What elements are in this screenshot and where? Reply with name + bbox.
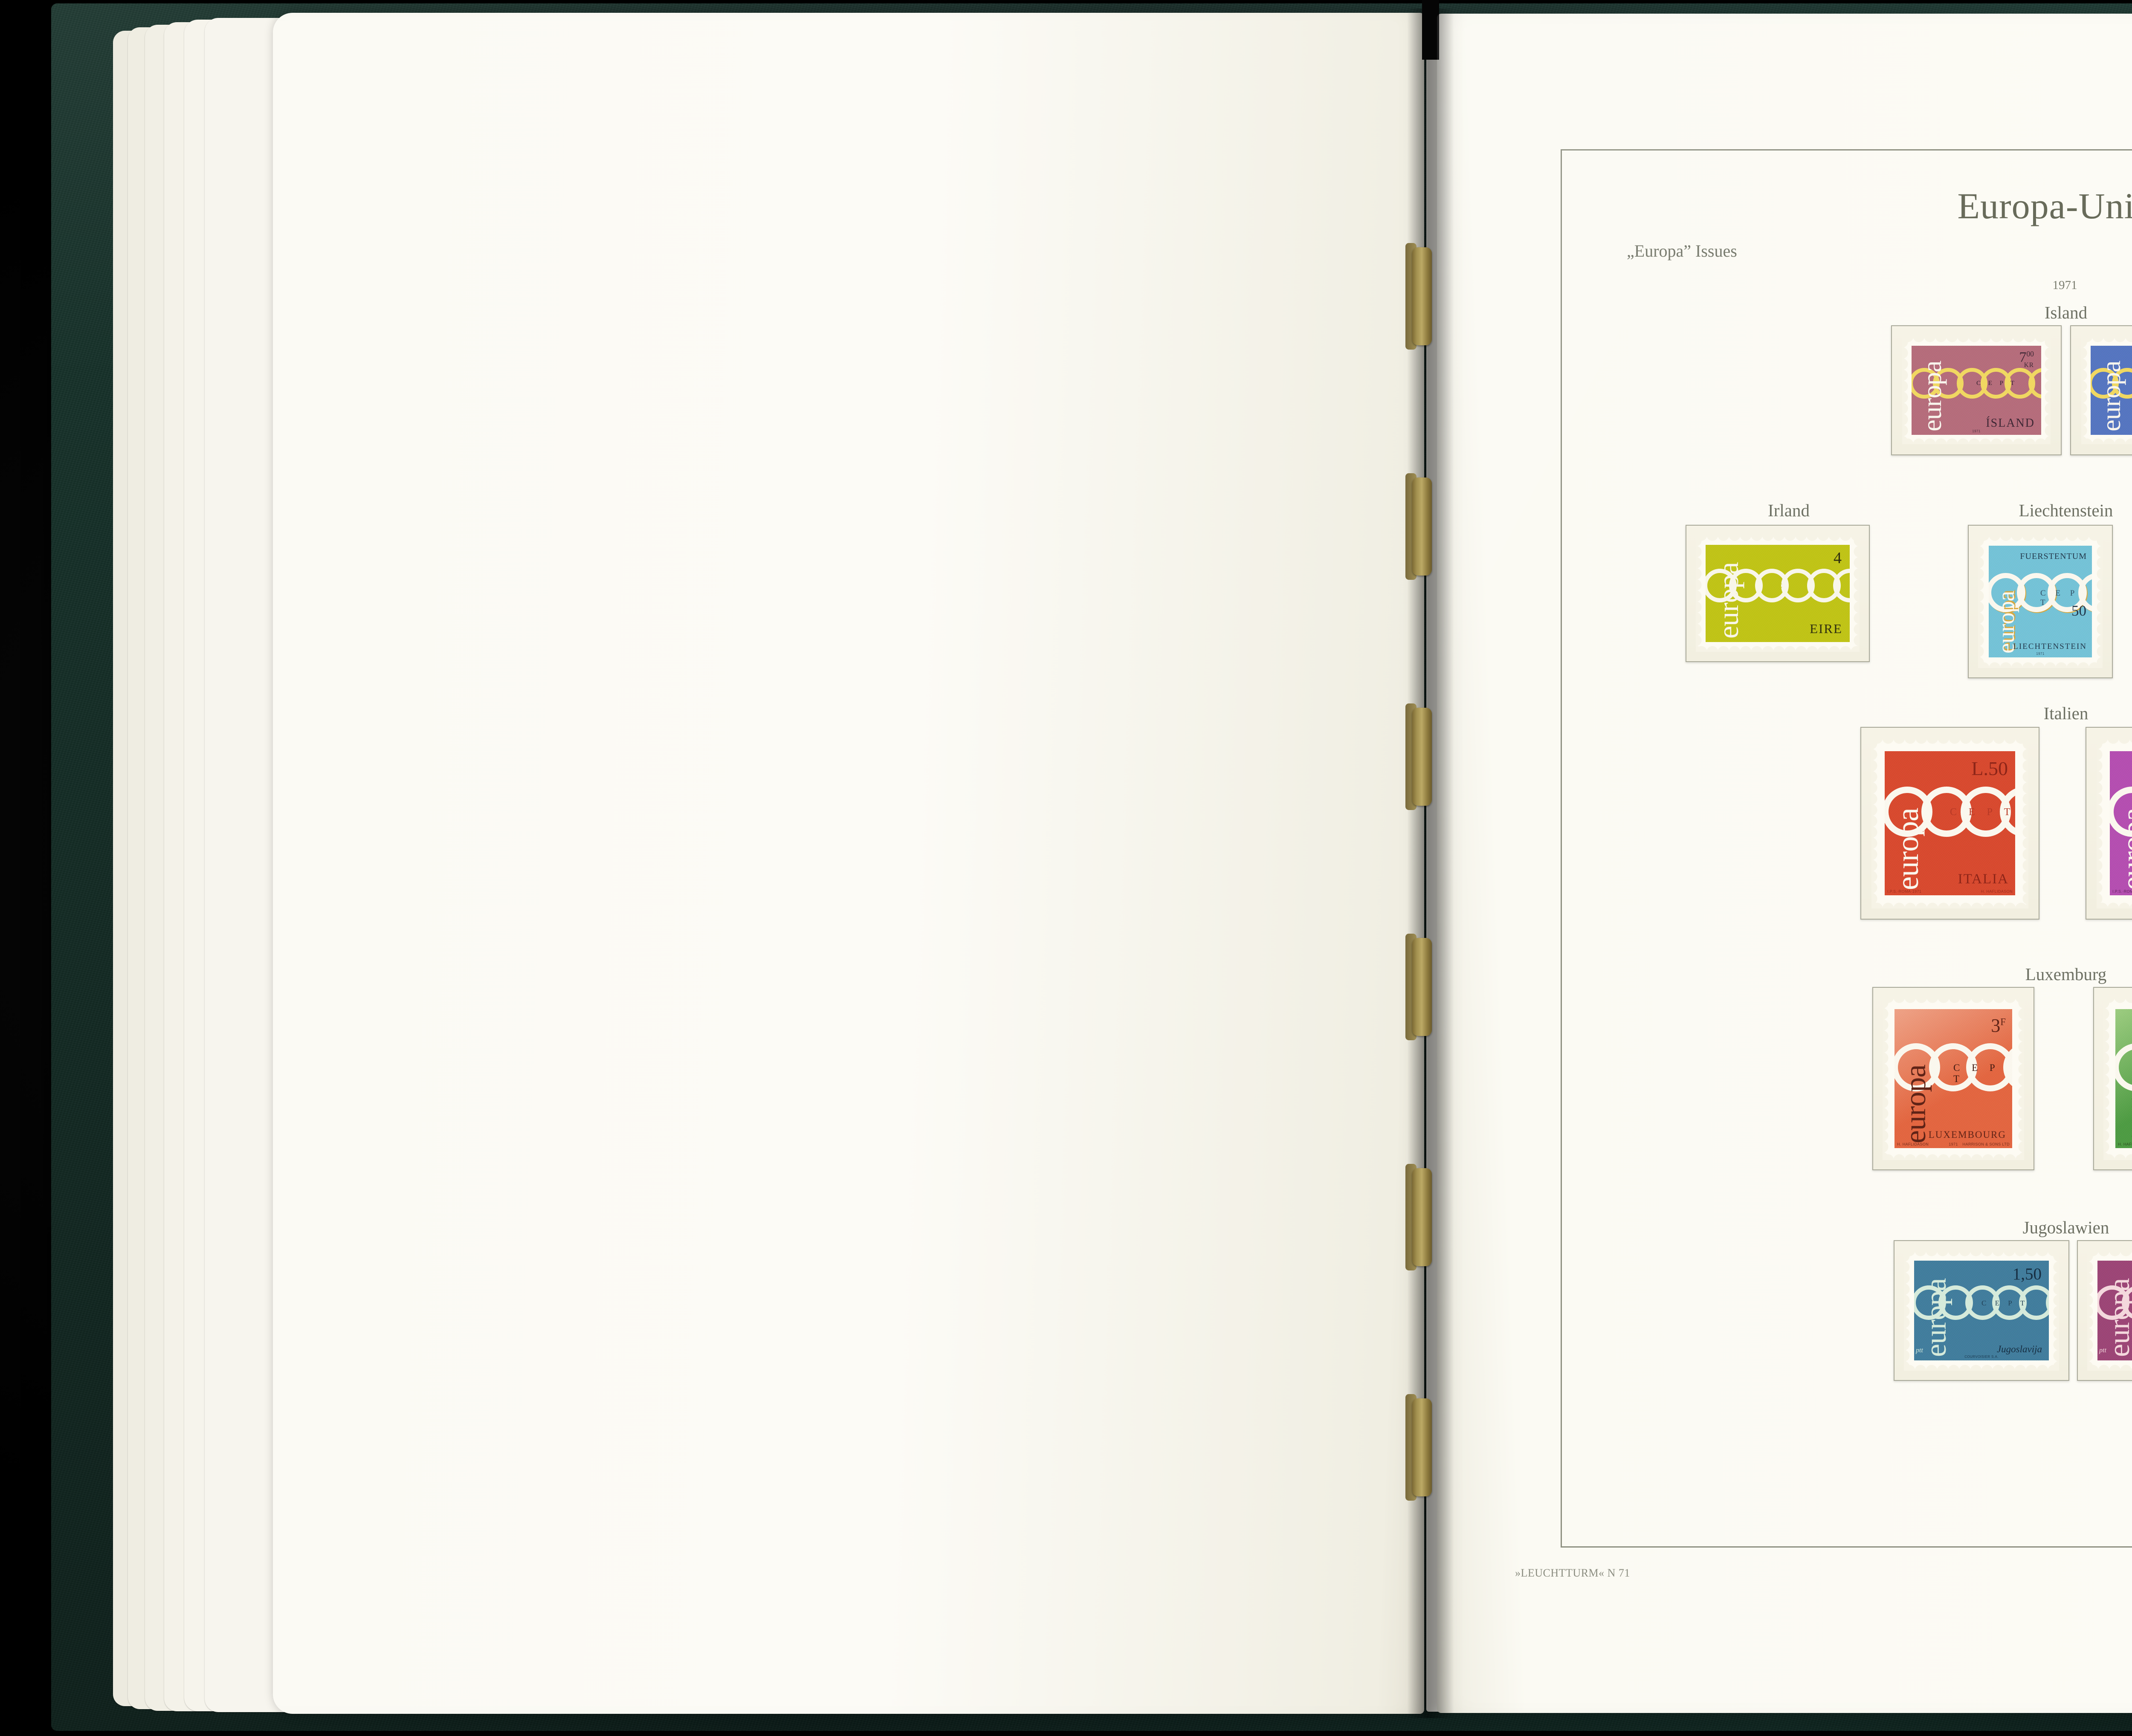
- stamp-island-7kr[interactable]: europa C E P T 700 KR ÍSLAND 1971: [1902, 336, 2051, 444]
- denomination: 50: [2071, 602, 2086, 619]
- europa-wordmark: europa: [1917, 361, 1947, 431]
- denomination: 700 KR: [2019, 349, 2034, 369]
- country-name: ÍSLAND: [1986, 417, 2035, 430]
- country-name: ITALIA: [1958, 871, 2009, 887]
- stamp-design: europa C E P T 700 KR ÍSLAND 1971: [1912, 346, 2041, 435]
- country-name: LIECHTENSTEIN: [2013, 642, 2087, 651]
- europa-wordmark: europa: [2120, 1065, 2132, 1143]
- country-label: Jugoslawien: [2022, 1218, 2109, 1237]
- stamp-liechtenstein-50[interactable]: europa C E P T 50 FUERSTENTUM LIECHTENSTEIN 1…: [1978, 535, 2103, 668]
- country-name: Jugoslavija: [1996, 1344, 2042, 1354]
- stamp-irland-4[interactable]: europa C E P T 4 EIRE: [1696, 535, 1860, 652]
- stamp-imprint: I.P.S.·ROMA·1971: [1887, 889, 1922, 894]
- cept-label: C E P T: [1976, 380, 2018, 387]
- ptt-label: ptt: [2099, 1347, 2106, 1354]
- europa-wordmark: europa: [2103, 1278, 2132, 1357]
- stamp-imprint: 1971: [1972, 429, 1981, 433]
- issue-year: 1971: [2052, 278, 2077, 292]
- country-label: Luxemburg: [2025, 964, 2107, 984]
- europa-wordmark: europa: [1712, 562, 1744, 639]
- binding-post[interactable]: [1412, 1398, 1432, 1496]
- footer-publisher: »LEUCHTTURM« N 71: [1515, 1567, 1630, 1579]
- stamp-luxembourg-3f[interactable]: europa C E P T 3F LUXEMBOURG H. HAFLIDASON 19…: [1883, 997, 2024, 1160]
- stamp-imprint: COURVOISIER S.A.: [1964, 1355, 1999, 1359]
- denomination: 4: [1834, 549, 1842, 567]
- denomination: 3F: [1991, 1015, 2006, 1036]
- stamp-italia-50[interactable]: europa C E P T L.50 ITALIA I.P.S.·ROMA·1971 H…: [1871, 738, 2028, 909]
- stamp-design: europa C E P T 3F LUXEMBOURG H. HAFLIDASON 19…: [1894, 1009, 2012, 1148]
- stamp-imprint: I.P.S.·ROMA·1971: [2112, 889, 2132, 894]
- country-name: EIRE: [1810, 621, 1842, 636]
- europa-wordmark: europa: [1993, 591, 2019, 654]
- country-label: Italien: [2043, 703, 2089, 723]
- gutter-dark-gap: [1422, 0, 1439, 60]
- country-label: Irland: [1768, 501, 1810, 520]
- stamp-jugoslavija-150[interactable]: europa C E P T 1,50 Jugoslavija ptt COURVOISI…: [1904, 1250, 2059, 1371]
- album-sheet-frame: Europa-Union „Europa” Issues Émissions „…: [1515, 149, 2132, 1579]
- binding-post[interactable]: [1412, 247, 1432, 345]
- cept-label: C E P T: [1953, 1062, 1999, 1085]
- country-top-label: FUERSTENTUM: [2020, 552, 2087, 561]
- left-page-blank[interactable]: [273, 13, 1424, 1714]
- stamp-design: europa C E P T 50 FUERSTENTUM LIECHTENSTEIN 1…: [1989, 546, 2092, 657]
- stamp-imprint: HARRISON & SONS LTD: [1962, 1142, 2010, 1146]
- cept-label: C E P T: [1778, 582, 1823, 590]
- page-title: Europa-Union: [1957, 185, 2132, 226]
- binding-post[interactable]: [1412, 708, 1432, 806]
- denomination: 1,50: [2012, 1265, 2042, 1283]
- europa-wordmark: europa: [1920, 1278, 1952, 1357]
- stamp-design: europa C E P T 4 EIRE: [1706, 545, 1850, 642]
- europa-wordmark: europa: [2115, 808, 2132, 890]
- stamp-imprint: H. HAFLIDASON: [2118, 1142, 2132, 1146]
- ptt-label: ptt: [1916, 1347, 1923, 1354]
- country-label: Liechtenstein: [2019, 501, 2113, 520]
- europa-wordmark: europa: [1890, 808, 1925, 890]
- binding-post[interactable]: [1412, 1168, 1432, 1266]
- stamp-design: europa C E P T 1,50 Jugoslavija ptt COURVOISI…: [1914, 1261, 2049, 1360]
- denomination: L.50: [1971, 758, 2008, 779]
- binding-post[interactable]: [1412, 938, 1432, 1036]
- cept-label: C E P T: [1950, 806, 2015, 818]
- stamp-design: europa C E P T L.50 ITALIA I.P.S.·ROMA·1971 H…: [1885, 751, 2015, 895]
- europa-wordmark: europa: [1899, 1065, 1932, 1143]
- binding-post[interactable]: [1412, 477, 1432, 576]
- stamp-imprint: 1971: [2036, 652, 2045, 656]
- country-label: Island: [2044, 303, 2088, 322]
- subtitle-english: „Europa” Issues: [1627, 241, 1737, 260]
- europa-wordmark: europa: [2096, 361, 2126, 431]
- album-sheet-content: Europa-Union „Europa” Issues Émissions „…: [1515, 150, 2132, 1579]
- stamp-imprint: H. HAFLIDASON: [1897, 1142, 1929, 1146]
- cept-label: C E P T: [1981, 1299, 2028, 1307]
- stamp-imprint: 1971: [1949, 1142, 1958, 1146]
- country-name: LUXEMBOURG: [1928, 1129, 2006, 1140]
- stamp-imprint: H. HAFLIDASON: [1981, 889, 2013, 894]
